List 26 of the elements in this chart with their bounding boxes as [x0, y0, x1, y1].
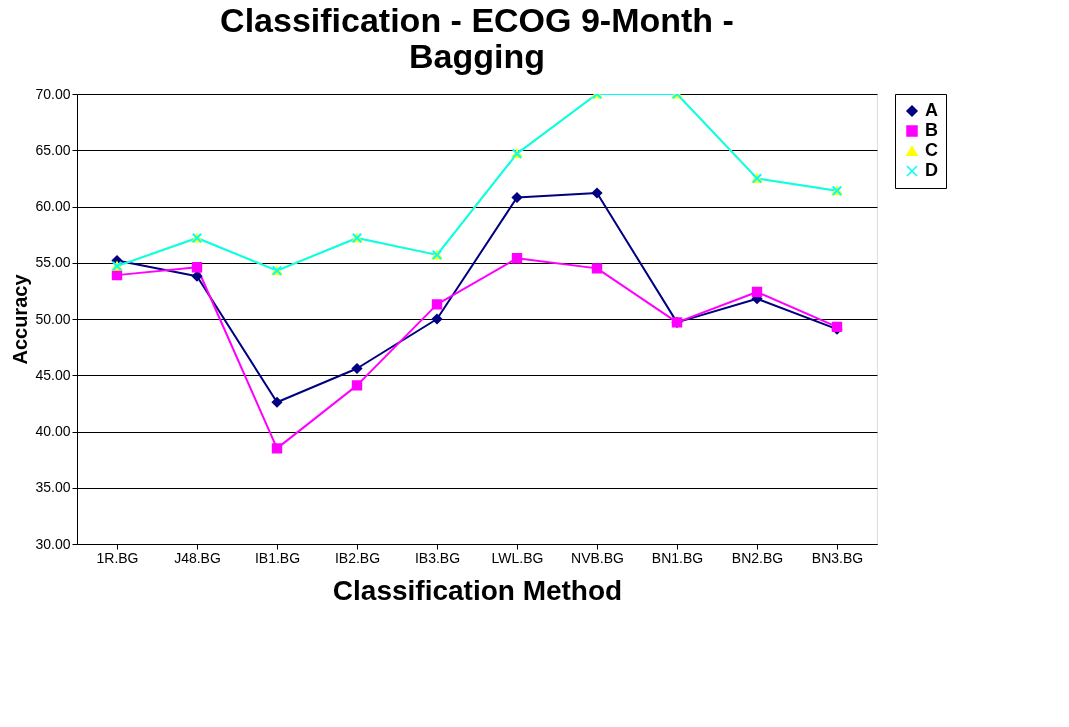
x-tick-label: IB3.BG — [414, 549, 461, 566]
x-tick-label: LWL.BG — [491, 549, 544, 566]
legend-label: C — [925, 140, 938, 160]
y-tick-label: 45.00 — [35, 366, 71, 383]
y-tick-label: 60.00 — [35, 198, 71, 214]
x-tick-label: BN2.BG — [731, 549, 784, 566]
x-tick-label: IB2.BG — [334, 549, 381, 566]
x-tick-label: IB1.BG — [254, 549, 301, 566]
legend-label: B — [925, 120, 938, 140]
legend-label: D — [925, 160, 938, 180]
x-tick-label: NVB.BG — [571, 549, 624, 566]
y-tick-label: 55.00 — [35, 254, 71, 271]
x-axis-title: Classification Method — [332, 574, 623, 606]
y-tick-label: 40.00 — [35, 423, 71, 439]
y-tick-label: 65.00 — [35, 141, 71, 158]
y-axis-title: Accuracy — [9, 273, 32, 365]
x-tick-label: BN3.BG — [811, 549, 864, 566]
chart-title: Classification - ECOG 9-Month - Bagging — [220, 1, 734, 75]
y-tick-label: 50.00 — [35, 310, 71, 327]
x-tick-label: J48.BG — [174, 549, 221, 566]
legend-label: A — [925, 100, 938, 120]
y-tick-label: 35.00 — [35, 479, 71, 496]
y-tick-label: 70.00 — [35, 85, 71, 102]
x-tick-label: BN1.BG — [651, 549, 704, 566]
x-tick-label: 1R.BG — [96, 549, 139, 566]
y-tick-label: 30.00 — [35, 535, 71, 552]
